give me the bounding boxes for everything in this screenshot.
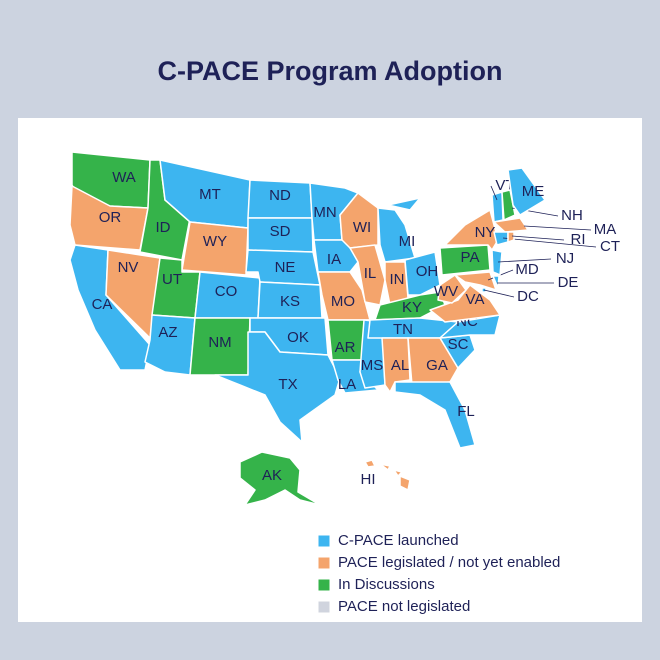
state-label: TN: [393, 321, 413, 338]
state-label: MN: [313, 204, 336, 221]
state-label: SC: [448, 336, 469, 353]
state-label: MD: [515, 261, 538, 278]
state-label: WI: [353, 219, 371, 236]
state-label: KY: [402, 299, 422, 316]
state: [339, 192, 379, 249]
state-label: WA: [112, 169, 136, 186]
state: [454, 271, 497, 291]
title: C-PACE Program Adoption: [158, 56, 503, 86]
state: [181, 221, 249, 276]
state-label: OR: [99, 209, 122, 226]
state: [507, 167, 546, 216]
state-label: NE: [275, 259, 296, 276]
legend-label: PACE legislated / not yet enabled: [338, 554, 560, 571]
state: [439, 314, 501, 339]
state-label: MS: [361, 357, 384, 374]
state-label: CA: [92, 296, 113, 313]
state-label: GA: [426, 357, 448, 374]
state-label: AL: [391, 357, 409, 374]
state: [393, 469, 403, 477]
state: [429, 284, 501, 323]
state-label: IL: [364, 265, 377, 282]
state-label: IA: [327, 251, 341, 268]
state: [399, 475, 411, 491]
state: [407, 337, 459, 386]
state: [214, 331, 341, 443]
state: [379, 463, 391, 471]
state-label: NM: [208, 334, 231, 351]
map: WA OR CA NV ID MT WY UT AZ CO NM ND SD NE KS OK TX MN IA MO…: [69, 151, 620, 506]
state-label: ID: [156, 219, 171, 236]
state-label: TX: [278, 376, 297, 393]
state: [387, 197, 421, 211]
state: [507, 231, 515, 243]
state-label: CT: [600, 238, 620, 255]
state: [394, 381, 476, 449]
state: [492, 275, 500, 289]
legend-label: PACE not legislated: [338, 598, 470, 615]
state: [439, 244, 491, 276]
state: [501, 189, 516, 221]
state: [493, 217, 529, 233]
state-label: SD: [270, 223, 291, 240]
state-label: LA: [338, 376, 356, 393]
leader-line: [511, 235, 565, 241]
state-label: DE: [558, 274, 579, 291]
state-label: NJ: [556, 250, 574, 267]
state-label: AZ: [158, 324, 177, 341]
legend-swatch: [317, 578, 331, 592]
leader-line: [483, 289, 515, 298]
state-label: ND: [269, 187, 291, 204]
leader-line: [490, 185, 498, 201]
leader-line: [502, 237, 597, 248]
legend-swatch: [317, 556, 331, 570]
state-label: VA: [466, 291, 485, 308]
state: [239, 451, 321, 506]
legend: C-PACE launched PACE legislated / not yet…: [317, 532, 560, 615]
state-label: WY: [203, 233, 227, 250]
state: [491, 191, 504, 223]
state-label: KS: [280, 293, 300, 310]
legend-label: C-PACE launched: [338, 532, 459, 549]
state-label: NY: [475, 224, 496, 241]
state-label: MT: [199, 186, 221, 203]
state-label: NH: [561, 207, 583, 224]
state-label: FL: [457, 403, 475, 420]
state-label: UT: [162, 271, 182, 288]
state-label: OK: [287, 329, 309, 346]
state-label: CO: [215, 283, 238, 300]
state-label: IN: [390, 271, 405, 288]
leader-line: [497, 258, 552, 263]
state-label: MI: [399, 233, 416, 250]
state-label: MA: [594, 221, 617, 238]
state: [364, 459, 376, 468]
state-label: PA: [461, 249, 480, 266]
legend-swatch: [317, 600, 331, 614]
state-label: HI: [361, 471, 376, 488]
state-label: DC: [517, 288, 539, 305]
legend-label: In Discussions: [338, 576, 435, 593]
state-label: NV: [118, 259, 139, 276]
state-label: MO: [331, 293, 355, 310]
state-label: RI: [571, 231, 586, 248]
state-label: ME: [522, 183, 545, 200]
state: [437, 274, 467, 304]
legend-swatch: [317, 534, 331, 548]
state-label: AR: [335, 339, 356, 356]
state-label: AK: [262, 467, 282, 484]
state: [491, 249, 503, 276]
state-label: WV: [434, 283, 458, 300]
leader-line: [523, 225, 592, 231]
state: [404, 251, 441, 296]
state-label: OH: [416, 263, 439, 280]
